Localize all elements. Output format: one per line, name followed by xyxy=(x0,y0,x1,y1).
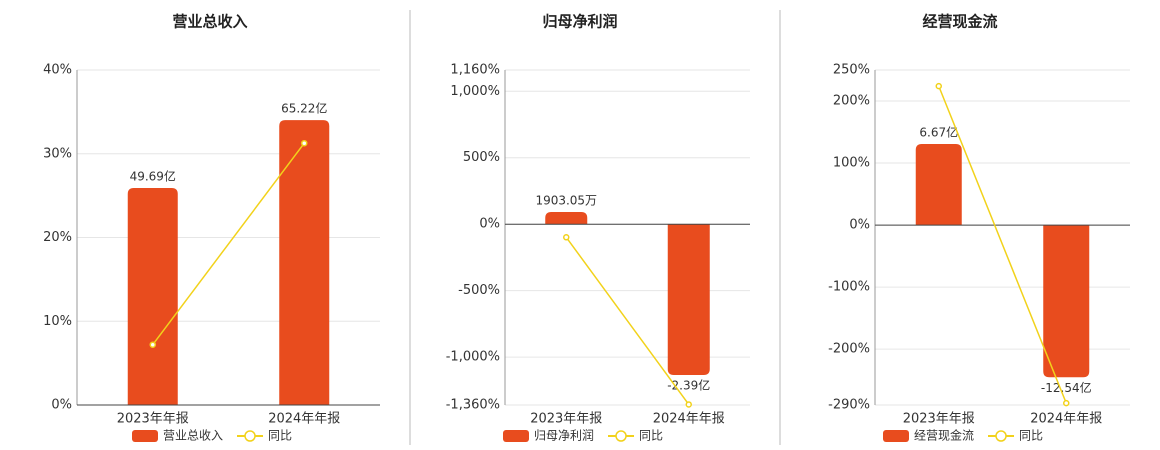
legend-swatch xyxy=(244,430,256,442)
chart-title: 营业总收入 xyxy=(172,13,247,31)
data-label: 1903.05万 xyxy=(535,193,597,207)
y-tick-label: 500% xyxy=(463,150,500,165)
y-tick-label: 30% xyxy=(43,146,72,161)
x-tick-label: 2024年年报 xyxy=(1030,412,1102,427)
y-tick-label: 1,160% xyxy=(450,63,500,78)
legend-swatch xyxy=(503,430,529,442)
y-tick-label: 200% xyxy=(833,94,870,109)
x-tick-label: 2024年年报 xyxy=(653,412,725,427)
legend-swatch xyxy=(132,430,158,442)
line-point xyxy=(935,82,942,90)
y-tick-label: -1,360% xyxy=(446,398,500,413)
y-tick-label: 0% xyxy=(479,217,500,232)
y-tick-label: 250% xyxy=(833,63,870,78)
line-point xyxy=(1063,399,1070,407)
bar xyxy=(667,223,710,375)
data-label: 49.69亿 xyxy=(130,168,176,183)
legend-label: 归母净利润 xyxy=(534,429,594,443)
x-tick-label: 2024年年报 xyxy=(268,412,340,427)
bar xyxy=(127,187,178,405)
data-label: -12.54亿 xyxy=(1041,380,1092,395)
legend-label: 同比 xyxy=(639,429,663,443)
bar xyxy=(1043,224,1090,378)
y-tick-label: -1,000% xyxy=(446,350,500,365)
y-tick-label: 0% xyxy=(51,398,72,413)
data-label: 6.67亿 xyxy=(919,124,958,139)
legend-label: 同比 xyxy=(1019,429,1043,443)
bar xyxy=(545,211,588,224)
y-tick-label: -200% xyxy=(828,342,870,357)
legend-label: 经营现金流 xyxy=(914,428,974,443)
x-tick-label: 2023年年报 xyxy=(117,412,189,427)
legend-swatch xyxy=(995,430,1007,442)
legend-label: 营业总收入 xyxy=(163,429,223,443)
y-tick-label: 10% xyxy=(43,314,72,329)
line xyxy=(938,85,1067,404)
chart-title: 归母净利润 xyxy=(542,13,617,31)
bar xyxy=(915,143,962,225)
line-point xyxy=(563,234,570,241)
line-point xyxy=(685,401,692,408)
line xyxy=(565,236,690,405)
line xyxy=(152,142,305,346)
y-tick-label: 0% xyxy=(849,218,870,233)
line-point xyxy=(149,341,156,348)
y-tick-label: 20% xyxy=(43,230,72,245)
y-tick-label: 1,000% xyxy=(450,84,500,99)
legend-swatch xyxy=(883,430,909,442)
data-label: 65.22亿 xyxy=(281,101,327,116)
y-tick-label: 40% xyxy=(43,63,72,78)
y-tick-label: -500% xyxy=(458,283,500,298)
bar xyxy=(279,120,330,405)
legend-label: 同比 xyxy=(268,429,292,443)
line-point xyxy=(301,139,308,147)
x-tick-label: 2023年年报 xyxy=(530,412,602,427)
y-tick-label: -100% xyxy=(828,280,870,295)
chart-title: 经营现金流 xyxy=(922,13,997,31)
x-tick-label: 2023年年报 xyxy=(903,412,975,427)
y-tick-label: -290% xyxy=(828,398,870,413)
legend-swatch xyxy=(615,430,627,442)
y-tick-label: 100% xyxy=(833,156,870,171)
